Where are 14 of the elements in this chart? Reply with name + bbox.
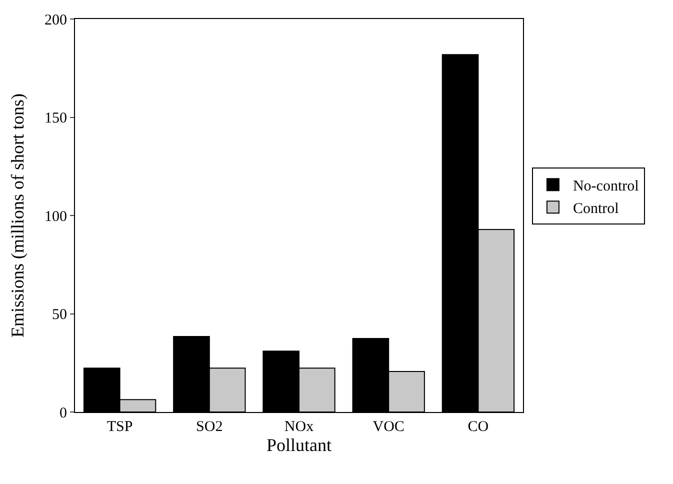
x-tick-label: NOx [284,419,314,435]
y-tick-label: 150 [44,110,67,126]
x-axis-title: Pollutant [266,435,332,456]
legend-label: Control [572,200,619,217]
y-axis-title: Emissions (millions of short tons) [8,93,28,338]
x-tick-label: CO [468,419,489,435]
x-tick-label: TSP [106,419,133,435]
y-tick-label: 0 [60,405,67,422]
y-tick-label: 100 [44,208,67,225]
legend-label: No-control [572,178,639,194]
y-tick-label: 50 [52,307,67,323]
x-tick-label: SO2 [196,419,223,435]
x-tick-label: VOC [372,419,404,435]
y-tick-label: 200 [44,12,67,28]
